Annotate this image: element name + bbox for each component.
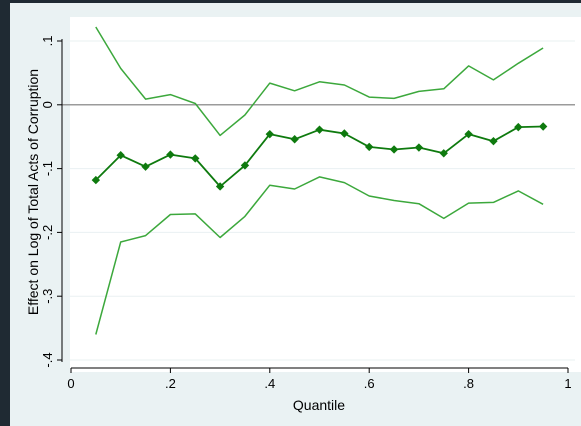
estimate-point: [315, 125, 324, 134]
gridlines: [62, 40, 575, 361]
x-tick-label: 1: [564, 376, 571, 391]
estimate-point: [215, 182, 225, 191]
x-tick-label: 0: [67, 376, 74, 391]
lower-bound-line: [95, 176, 544, 335]
estimate-point: [340, 129, 349, 138]
plot-area: [70, 17, 581, 372]
estimate-point: [265, 129, 274, 139]
x-axis-title: Quantile: [293, 397, 345, 413]
y-tick-label: -.4: [40, 352, 55, 367]
chart-frame: [10, 3, 581, 426]
estimate-point: [489, 136, 498, 146]
estimate-point: [116, 151, 125, 160]
estimate-point: [439, 149, 448, 158]
estimate-point: [464, 129, 473, 139]
estimate-point: [414, 143, 424, 152]
x-tick-label: .6: [364, 376, 375, 391]
x-tick-label: .4: [264, 376, 275, 391]
estimate-point: [91, 175, 101, 185]
estimate-point: [290, 135, 299, 144]
x-tick-label: .8: [463, 376, 474, 391]
y-axis-title: Effect on Log of Total Acts of Corruptio…: [25, 69, 41, 315]
y-tick-label: .1: [40, 36, 55, 47]
y-tick-label: -.3: [40, 289, 55, 304]
axes: -.4 -.3 -.2 -.1 0 .1 0 .2 .4 .6 .8 1: [40, 36, 572, 391]
series: [91, 26, 548, 335]
x-tick-label: .2: [165, 376, 176, 391]
upper-bound-line: [95, 26, 544, 137]
y-tick-label: -.2: [40, 225, 55, 240]
y-tick-label: 0: [40, 101, 55, 108]
estimate-point: [538, 122, 548, 131]
estimate-point: [191, 154, 200, 163]
estimate-point: [365, 142, 374, 152]
estimate-point: [514, 122, 523, 132]
estimate-point: [166, 150, 175, 159]
estimate-point: [389, 145, 399, 154]
estimate-point: [141, 162, 150, 171]
y-tick-label: -.1: [40, 161, 55, 176]
estimate-point: [240, 161, 250, 170]
